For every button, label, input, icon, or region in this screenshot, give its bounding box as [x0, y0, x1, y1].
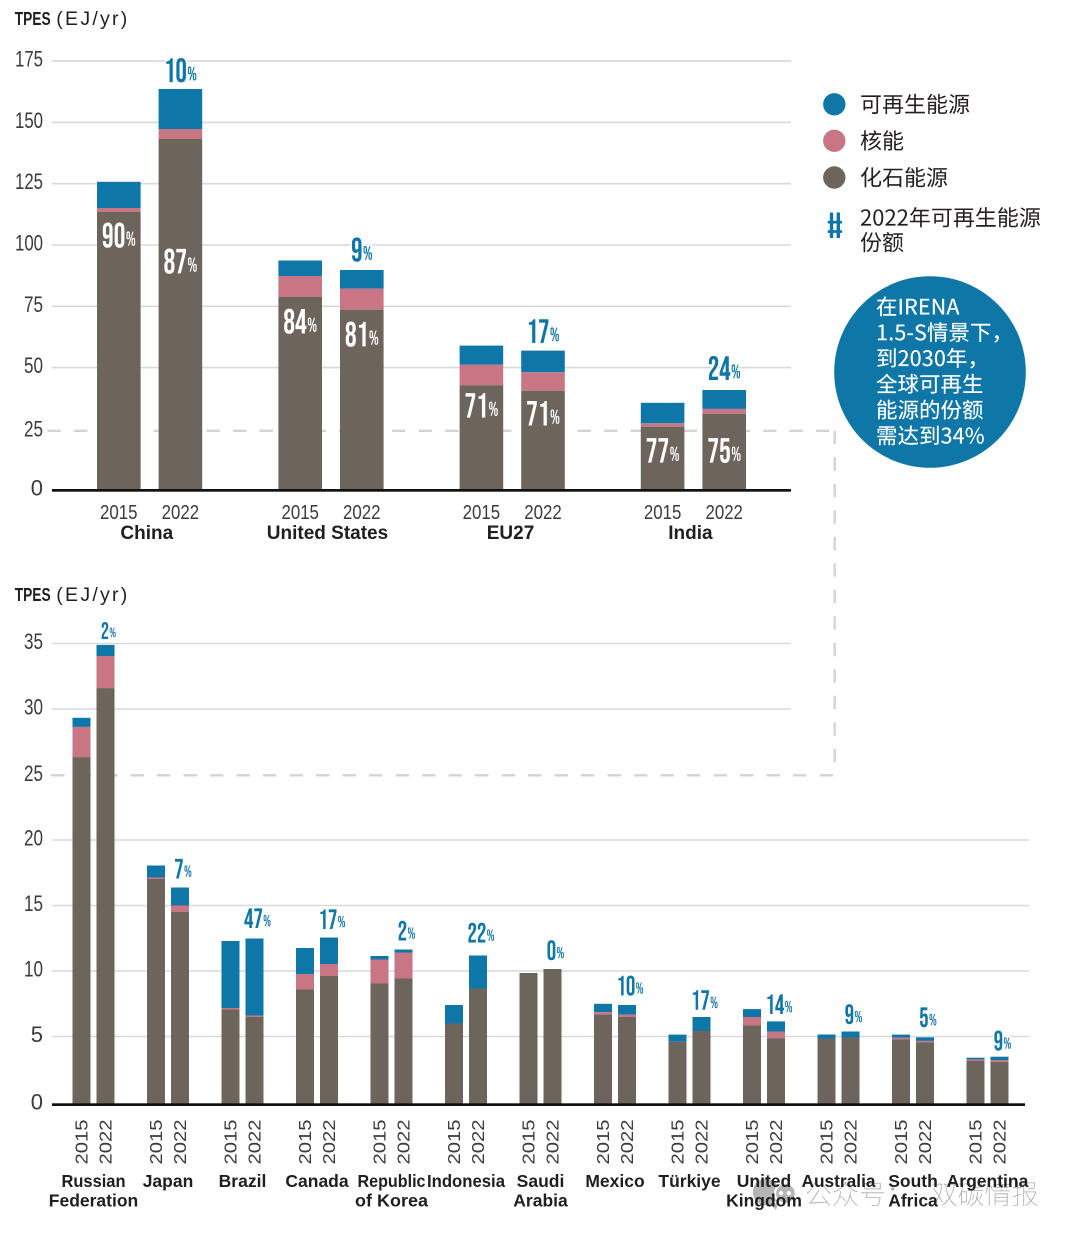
svg-text:2022: 2022 — [915, 1120, 935, 1165]
svg-text:Republic: Republic — [358, 1171, 426, 1191]
svg-text:2015: 2015 — [72, 1120, 92, 1165]
svg-text:175: 175 — [15, 47, 43, 72]
svg-text:(EJ/yr): (EJ/yr) — [56, 584, 127, 606]
svg-text:United: United — [737, 1171, 791, 1191]
svg-text:50: 50 — [24, 353, 43, 378]
svg-text:2022: 2022 — [170, 1120, 190, 1165]
svg-text:2015: 2015 — [644, 501, 682, 524]
svg-text:2015: 2015 — [221, 1120, 241, 1165]
svg-text:0: 0 — [31, 475, 43, 500]
svg-text:Kingdom: Kingdom — [726, 1191, 802, 1211]
svg-text:0: 0 — [31, 1090, 43, 1115]
svg-text:35: 35 — [24, 629, 43, 654]
svg-text:India: India — [668, 523, 713, 544]
svg-text:2022: 2022 — [705, 501, 743, 524]
svg-text:2022: 2022 — [990, 1120, 1010, 1165]
svg-text:Japan: Japan — [143, 1171, 194, 1191]
svg-text:25: 25 — [24, 761, 43, 786]
svg-text:(EJ/yr): (EJ/yr) — [56, 8, 127, 30]
svg-text:China: China — [120, 523, 173, 544]
svg-text:10: 10 — [24, 957, 43, 982]
svg-text:Canada: Canada — [285, 1171, 348, 1191]
svg-text:15: 15 — [24, 891, 43, 916]
svg-text:2022: 2022 — [692, 1120, 712, 1165]
svg-text:25: 25 — [24, 416, 43, 441]
svg-text:2015: 2015 — [146, 1120, 166, 1165]
svg-text:Arabia: Arabia — [513, 1191, 568, 1211]
svg-text:2015: 2015 — [444, 1120, 464, 1165]
svg-text:2022: 2022 — [96, 1120, 116, 1165]
svg-text:United States: United States — [267, 523, 388, 544]
svg-text:2015: 2015 — [668, 1120, 688, 1165]
svg-text:2015: 2015 — [891, 1120, 911, 1165]
svg-text:2022: 2022 — [617, 1120, 637, 1165]
svg-text:Saudi: Saudi — [517, 1171, 565, 1191]
svg-text:Federation: Federation — [49, 1191, 138, 1211]
svg-text:5: 5 — [31, 1022, 43, 1047]
svg-text:2022: 2022 — [524, 501, 562, 524]
svg-text:2022: 2022 — [543, 1120, 563, 1165]
svg-text:Africa: Africa — [888, 1191, 938, 1211]
svg-text:South: South — [888, 1171, 938, 1191]
svg-text:Argentina: Argentina — [947, 1171, 1029, 1191]
svg-text:Türkiye: Türkiye — [658, 1171, 721, 1191]
svg-text:2015: 2015 — [593, 1120, 613, 1165]
svg-text:2022: 2022 — [319, 1120, 339, 1165]
svg-text:2022: 2022 — [468, 1120, 488, 1165]
svg-text:Mexico: Mexico — [585, 1171, 644, 1191]
svg-text:2015: 2015 — [742, 1120, 762, 1165]
svg-text:2015: 2015 — [281, 501, 319, 524]
svg-text:125: 125 — [15, 169, 43, 194]
svg-text:20: 20 — [24, 826, 43, 851]
svg-text:2022: 2022 — [343, 501, 381, 524]
svg-text:2015: 2015 — [370, 1120, 390, 1165]
svg-text:TPES: TPES — [15, 585, 51, 605]
svg-text:2022: 2022 — [841, 1120, 861, 1165]
svg-text:2015: 2015 — [519, 1120, 539, 1165]
svg-text:2015: 2015 — [463, 501, 501, 524]
svg-text:2015: 2015 — [295, 1120, 315, 1165]
svg-text:Brazil: Brazil — [219, 1171, 267, 1191]
svg-text:75: 75 — [24, 292, 43, 317]
svg-text:30: 30 — [24, 695, 43, 720]
svg-text:100: 100 — [15, 231, 43, 256]
svg-text:2022: 2022 — [766, 1120, 786, 1165]
svg-text:2022: 2022 — [162, 501, 200, 524]
svg-text:2022: 2022 — [394, 1120, 414, 1165]
svg-text:of Korea: of Korea — [355, 1191, 428, 1211]
svg-text:Russian: Russian — [62, 1171, 126, 1191]
svg-text:EU27: EU27 — [487, 523, 535, 544]
svg-text:2015: 2015 — [966, 1120, 986, 1165]
svg-text:Australia: Australia — [802, 1171, 876, 1191]
svg-text:2015: 2015 — [817, 1120, 837, 1165]
svg-text:2015: 2015 — [100, 501, 138, 524]
svg-text:150: 150 — [15, 108, 43, 133]
svg-text:Indonesia: Indonesia — [427, 1171, 505, 1191]
svg-text:TPES: TPES — [15, 9, 51, 29]
svg-text:2022: 2022 — [245, 1120, 265, 1165]
